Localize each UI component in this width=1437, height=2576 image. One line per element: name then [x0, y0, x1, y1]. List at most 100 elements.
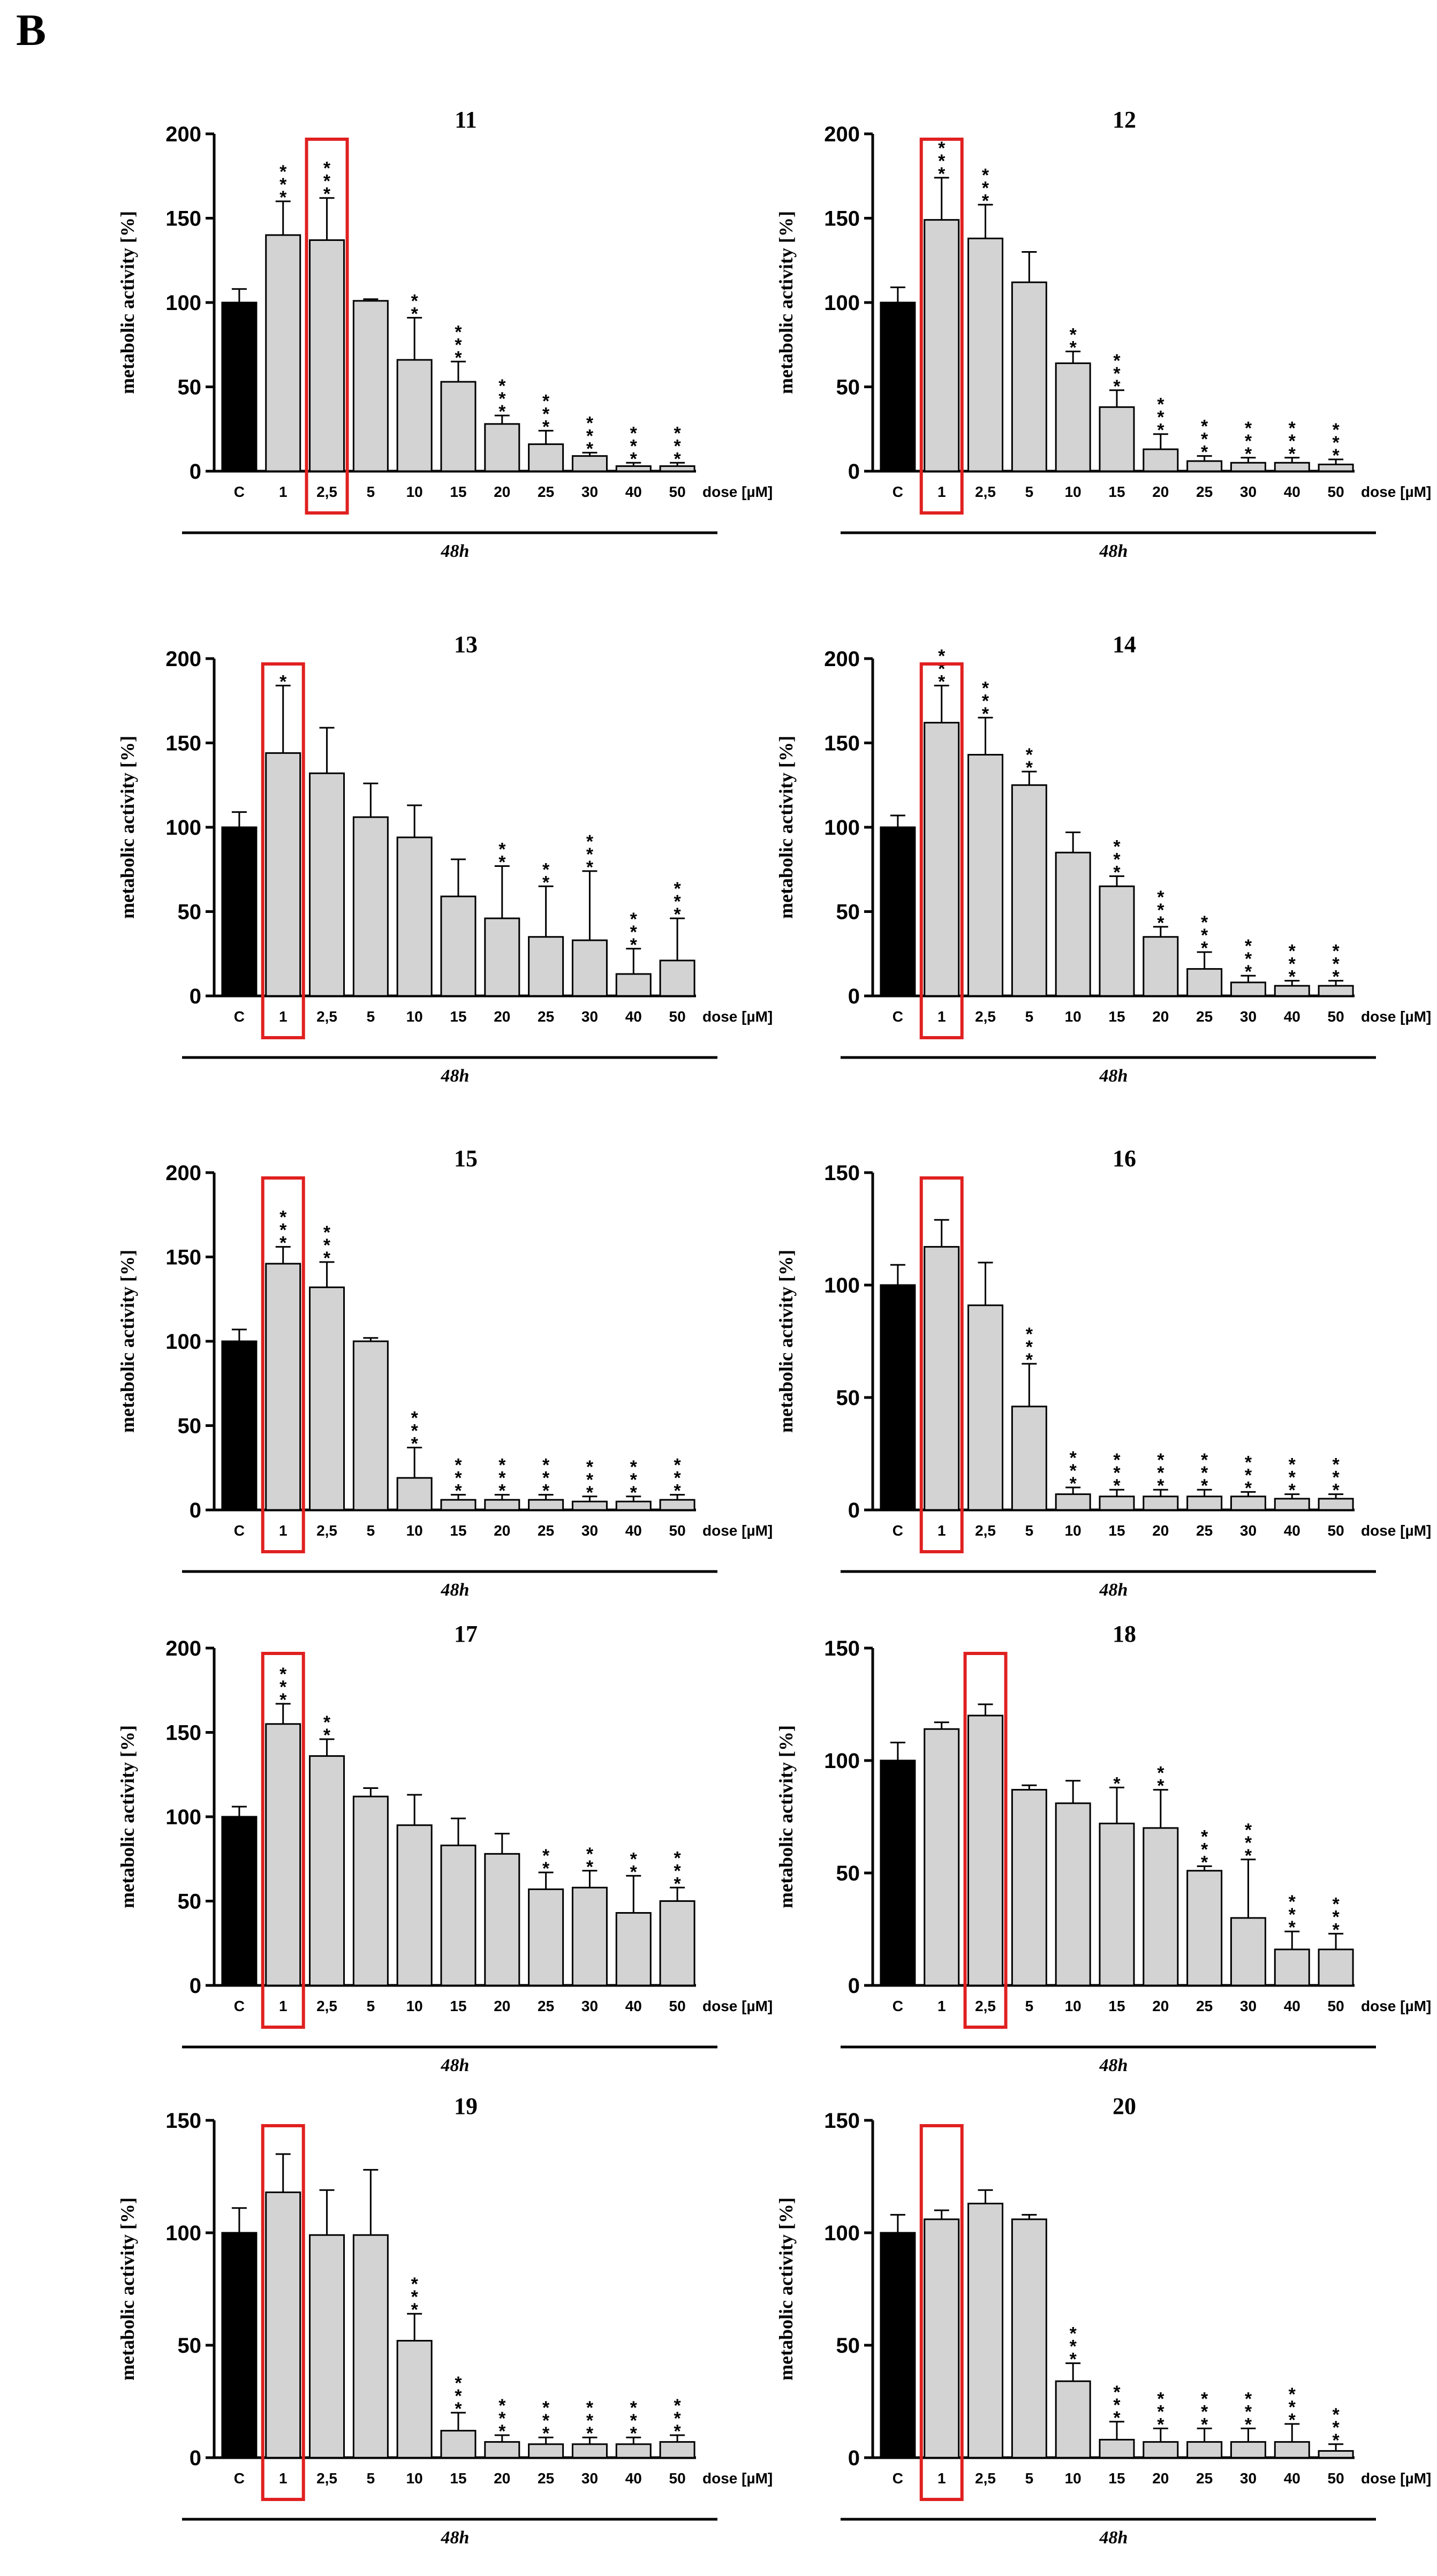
- significance-star: *: [455, 2386, 462, 2406]
- significance-star: *: [411, 291, 419, 311]
- x-tick-label: 25: [1196, 1008, 1213, 1025]
- significance-star: *: [586, 439, 594, 459]
- bar-50: [1318, 985, 1354, 997]
- significance-star: *: [498, 402, 506, 422]
- y-tick-label: 0: [848, 2446, 860, 2470]
- significance-star: *: [1245, 444, 1252, 464]
- x-tick-label: C: [234, 1008, 245, 1025]
- bar-C: [221, 826, 258, 997]
- panel-letter: B: [16, 5, 47, 55]
- time-label: 48h: [441, 541, 470, 561]
- bar-15: [440, 1845, 477, 1986]
- y-tick-label: 0: [848, 1499, 860, 1522]
- chart-panel-19: 19 metabolic activity [%] 0 50 100 150 C 1 2,5 5 *…: [117, 2093, 773, 2548]
- x-tick-label: 10: [406, 1008, 423, 1025]
- x-tick-label: 50: [669, 1008, 686, 1025]
- bar-20: [1143, 1495, 1179, 1511]
- x-tick-label: 25: [538, 1522, 554, 1539]
- time-label: 48h: [1099, 541, 1128, 561]
- significance-star: *: [1201, 1476, 1208, 1496]
- significance-star: *: [674, 1874, 681, 1894]
- significance-star: *: [1201, 1852, 1208, 1872]
- x-tick-label: 20: [494, 1008, 510, 1025]
- bar-20: [484, 917, 520, 997]
- bar-10: [1055, 362, 1091, 472]
- significance-star: *: [586, 2411, 594, 2431]
- x-tick-label: 5: [1025, 1998, 1034, 2014]
- significance-star: *: [1201, 2401, 1208, 2422]
- significance-star: *: [279, 175, 287, 195]
- significance-star: *: [411, 2287, 419, 2307]
- y-axis-label: metabolic activity [%]: [117, 736, 138, 919]
- significance-star: *: [1289, 444, 1296, 464]
- significance-star: *: [1157, 2401, 1164, 2422]
- y-tick-label: 150: [165, 207, 201, 231]
- y-tick-label: 0: [848, 985, 860, 1008]
- x-tick-label: 30: [1240, 1008, 1257, 1025]
- bar-2,5: [309, 2234, 345, 2459]
- chart-title: 15: [454, 1145, 478, 1172]
- significance-star: *: [323, 1248, 331, 1268]
- significance-star: *: [586, 1844, 594, 1864]
- significance-star: *: [1332, 1920, 1340, 1940]
- bar-1: [924, 219, 960, 472]
- significance-star: *: [1113, 836, 1121, 857]
- time-label: 48h: [441, 2056, 470, 2075]
- significance-star: *: [674, 2408, 681, 2429]
- significance-star: *: [674, 1481, 681, 1501]
- significance-star: *: [1245, 1833, 1252, 1853]
- chart-title: 20: [1113, 2093, 1136, 2119]
- x-tick-label: C: [234, 1998, 245, 2014]
- x-tick-label: 40: [1284, 484, 1300, 500]
- bar-C: [221, 2232, 258, 2459]
- y-tick-label: 50: [178, 1890, 202, 1914]
- x-tick-label: 2,5: [975, 1522, 996, 1539]
- significance-star: *: [674, 904, 681, 925]
- x-tick-label: 40: [1284, 2470, 1300, 2487]
- significance-star: *: [279, 1220, 287, 1241]
- x-tick-label: 5: [367, 1998, 375, 2014]
- significance-star: *: [1245, 431, 1252, 451]
- bar-5: [352, 816, 389, 997]
- bar-20: [1143, 1827, 1179, 1986]
- x-tick-label: 30: [581, 1008, 598, 1025]
- chart-title: 13: [454, 631, 478, 658]
- x-tick-label: 10: [406, 2470, 423, 2487]
- significance-star: *: [1157, 407, 1164, 428]
- x-tick-label: 2,5: [316, 484, 337, 500]
- significance-star: *: [411, 1421, 419, 1441]
- significance-star: *: [1113, 2408, 1121, 2428]
- bar-1: [924, 1728, 960, 1986]
- y-tick-label: 0: [190, 460, 201, 484]
- bar-10: [1055, 851, 1091, 997]
- bar-50: [659, 960, 695, 997]
- significance-star: *: [1113, 1450, 1121, 1470]
- bar-1: [265, 234, 301, 472]
- bar-5: [1011, 1789, 1047, 1986]
- x-tick-label: 50: [669, 1998, 686, 2014]
- x-tick-label: 2,5: [316, 1008, 337, 1025]
- bar-40: [615, 973, 652, 997]
- bar-5: [352, 1795, 389, 1986]
- bar-15: [440, 895, 477, 997]
- bar-30: [571, 939, 608, 997]
- bar-25: [528, 2443, 564, 2459]
- significance-star: *: [982, 165, 989, 185]
- x-tick-label: 1: [279, 2470, 288, 2487]
- significance-star: *: [938, 138, 946, 158]
- significance-star: *: [1332, 2430, 1340, 2451]
- significance-star: *: [1201, 1839, 1208, 1860]
- significance-star: *: [1157, 420, 1164, 441]
- significance-star: *: [1157, 395, 1164, 415]
- bar-2,5: [967, 2202, 1004, 2459]
- significance-star: *: [1201, 912, 1208, 933]
- bar-15: [1099, 1495, 1135, 1511]
- significance-star: *: [1332, 941, 1340, 962]
- significance-star: *: [498, 376, 506, 396]
- bar-2,5: [309, 772, 345, 997]
- bar-2,5: [967, 1304, 1004, 1511]
- significance-star: *: [411, 2274, 419, 2294]
- significance-star: *: [1113, 351, 1121, 371]
- x-tick-label: 20: [494, 1998, 510, 2014]
